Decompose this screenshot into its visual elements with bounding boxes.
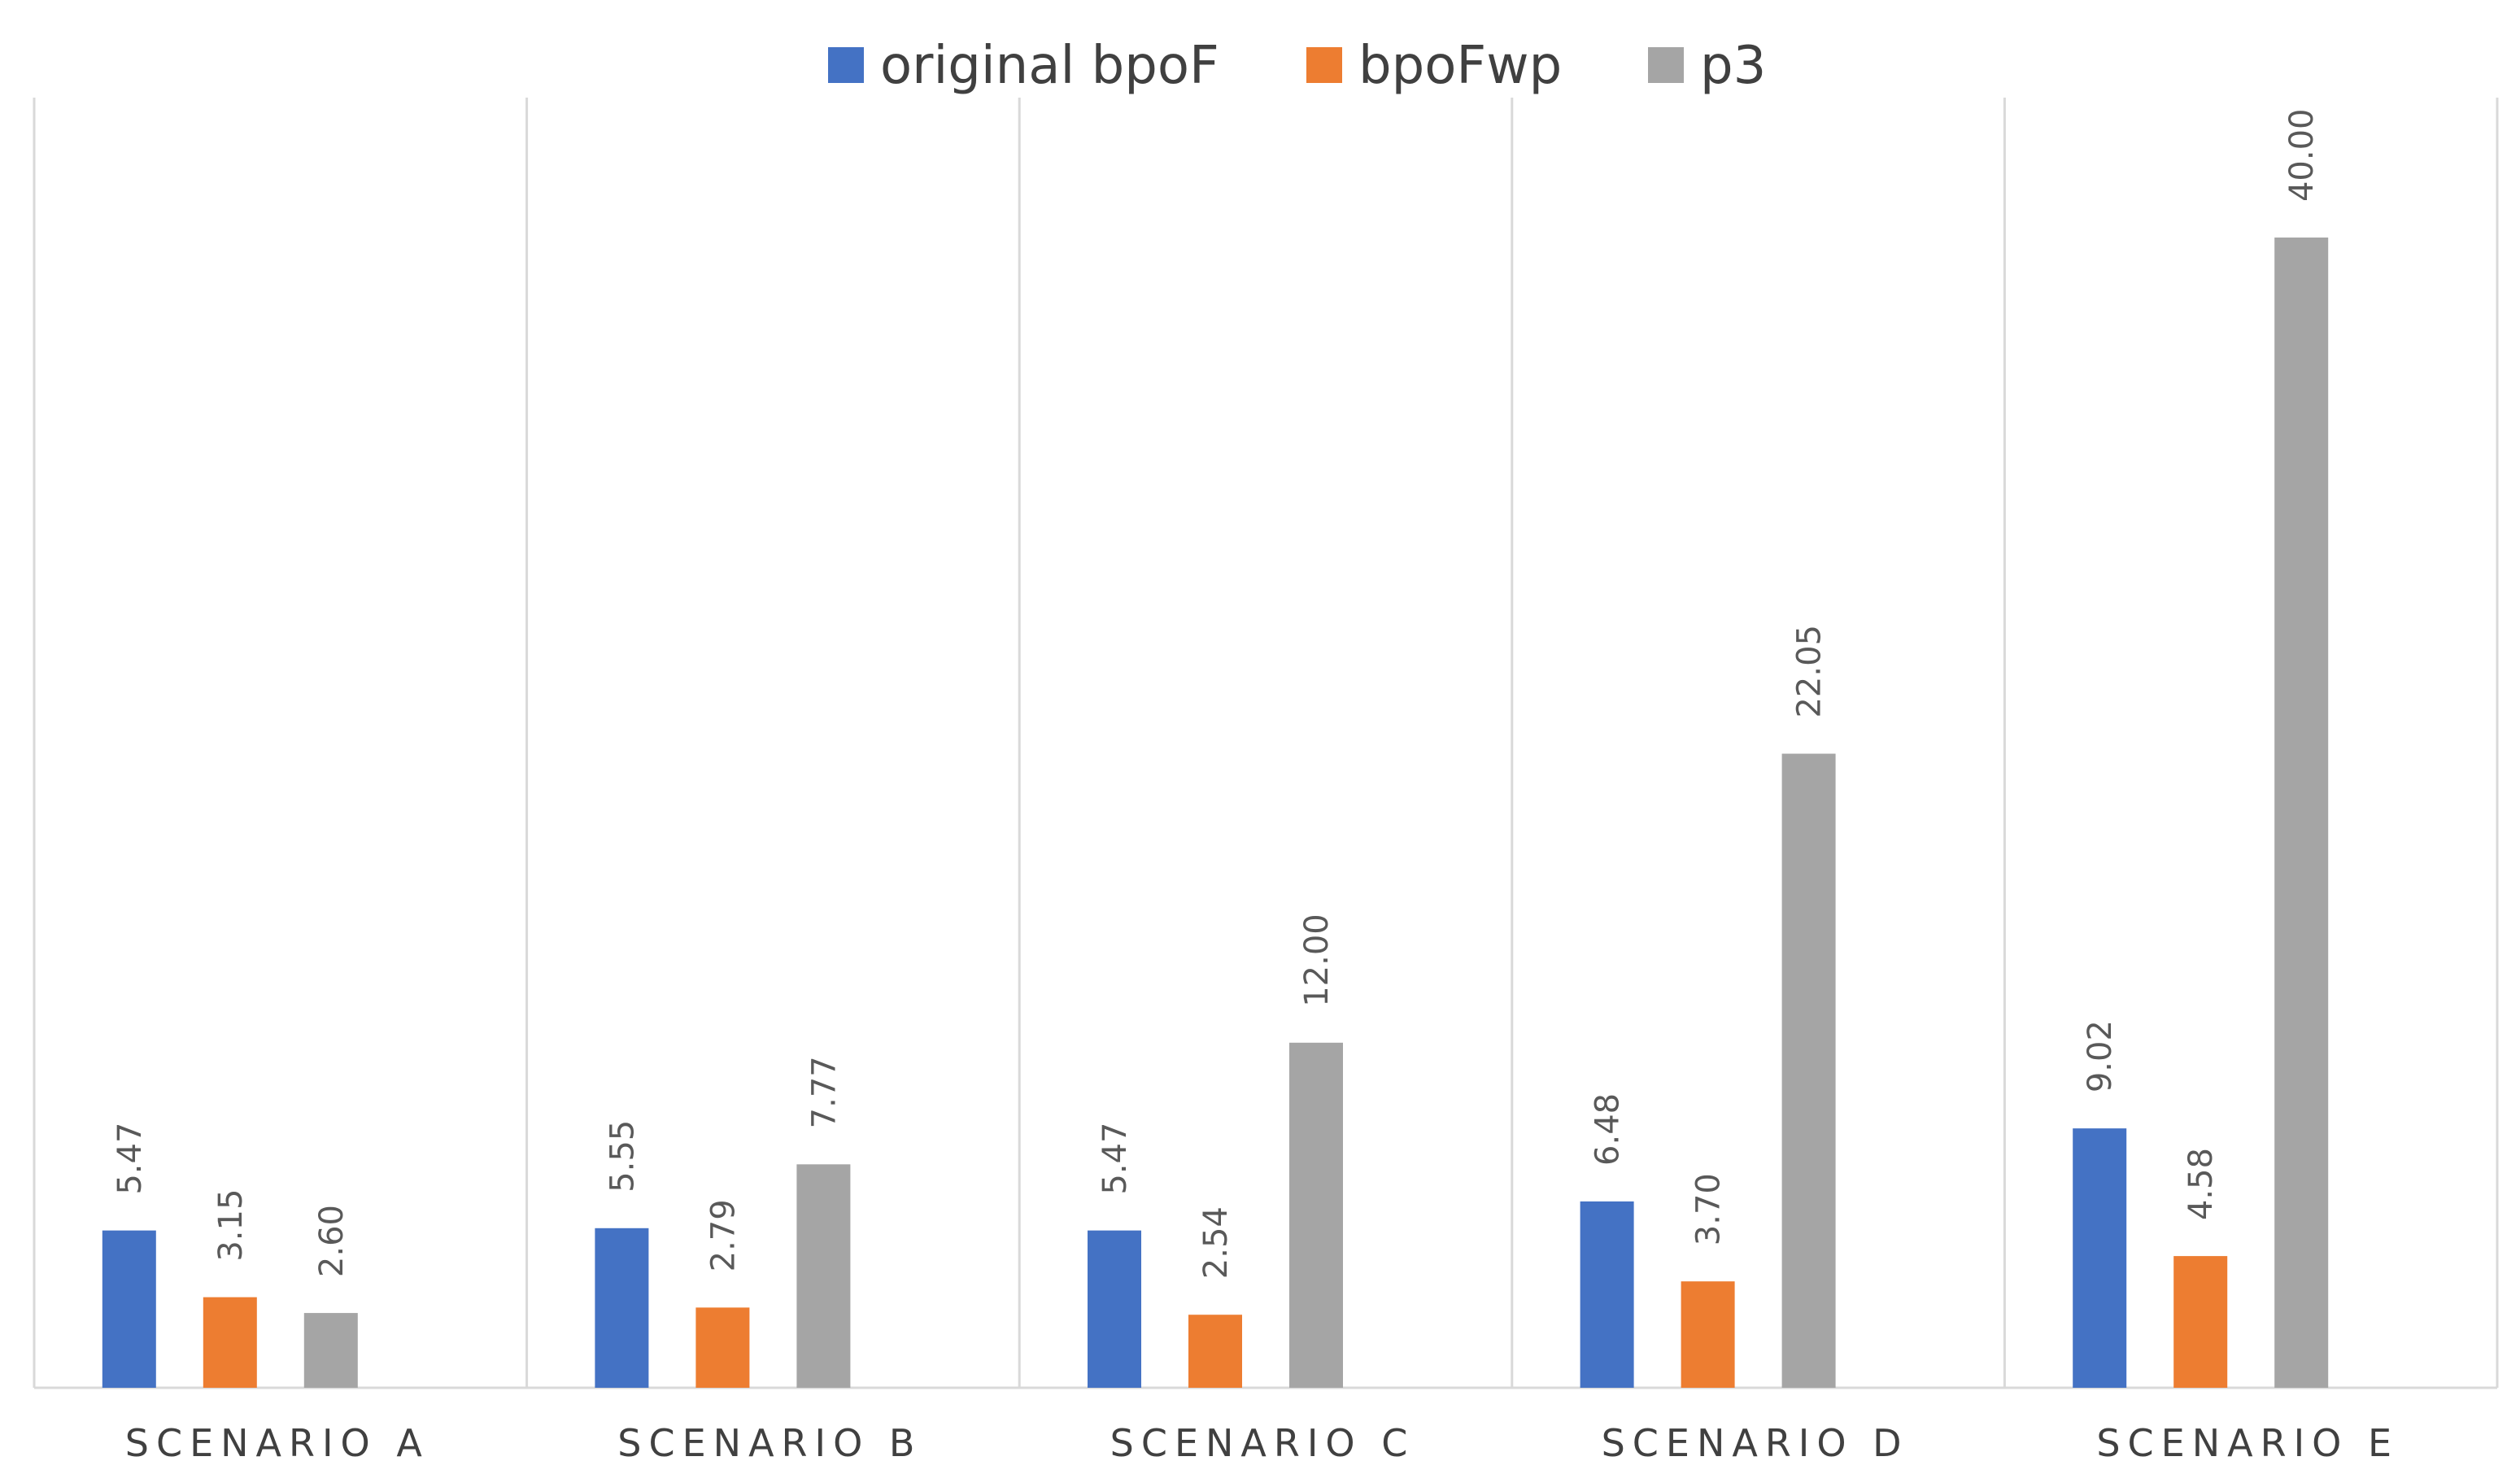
bar-original-bpof-5 bbox=[2073, 1128, 2127, 1388]
data-label: 12.00 bbox=[1298, 914, 1336, 1007]
data-label: 6.48 bbox=[1589, 1093, 1627, 1166]
category-labels-layer: SCENARIO A SCENARIO B SCENARIO C SCENARIO D… bbox=[125, 1421, 2399, 1465]
data-labels-layer: 5.47 3.15 2.60 5.55 2.79 7.77 5.47 2.54 12.00 6.4… bbox=[111, 108, 2321, 1279]
data-label: 40.00 bbox=[2283, 108, 2321, 202]
data-label: 22.05 bbox=[1791, 625, 1829, 718]
legend-label-1: original bpoF bbox=[880, 36, 1219, 96]
legend: original bpoF bpoFwp p3 bbox=[828, 36, 1766, 96]
data-label: 3.15 bbox=[212, 1189, 250, 1262]
data-label: 4.58 bbox=[2182, 1148, 2220, 1220]
bar-bpofwp-2 bbox=[695, 1307, 750, 1388]
data-label: 2.60 bbox=[313, 1205, 351, 1277]
data-label: 7.77 bbox=[805, 1056, 843, 1128]
bar-bpofwp-3 bbox=[1188, 1315, 1242, 1388]
data-label: 5.47 bbox=[1097, 1123, 1134, 1195]
legend-swatch-3 bbox=[1648, 47, 1684, 83]
category-label: SCENARIO E bbox=[2096, 1421, 2399, 1465]
data-label: 2.54 bbox=[1197, 1206, 1235, 1279]
data-label: 3.70 bbox=[1690, 1173, 1728, 1245]
bar-original-bpof-2 bbox=[595, 1228, 649, 1388]
bar-original-bpof-3 bbox=[1088, 1230, 1141, 1388]
category-label: SCENARIO B bbox=[617, 1421, 922, 1465]
bar-p3-1 bbox=[303, 1313, 358, 1388]
bar-bpofwp-1 bbox=[203, 1297, 257, 1388]
bar-p3-2 bbox=[796, 1164, 851, 1388]
bar-bpofwp-5 bbox=[2173, 1256, 2228, 1388]
legend-swatch-2 bbox=[1306, 47, 1342, 83]
legend-label-3: p3 bbox=[1700, 36, 1766, 96]
legend-swatch-1 bbox=[828, 47, 864, 83]
bar-p3-3 bbox=[1289, 1042, 1343, 1388]
data-label: 5.47 bbox=[111, 1123, 149, 1195]
data-label: 2.79 bbox=[704, 1199, 742, 1271]
bar-original-bpof-4 bbox=[1580, 1201, 1634, 1388]
category-label: SCENARIO C bbox=[1110, 1421, 1415, 1465]
category-label: SCENARIO A bbox=[125, 1421, 429, 1465]
bars-layer bbox=[102, 238, 2329, 1388]
bar-bpofwp-4 bbox=[1681, 1281, 1735, 1388]
bar-p3-5 bbox=[2274, 238, 2329, 1388]
legend-label-2: bpoFwp bbox=[1358, 36, 1562, 96]
data-label: 9.02 bbox=[2082, 1020, 2119, 1092]
grid-layer bbox=[33, 98, 2499, 1389]
bar-p3-4 bbox=[1781, 753, 1836, 1388]
bar-original-bpof-1 bbox=[102, 1230, 156, 1388]
category-label: SCENARIO D bbox=[1602, 1421, 1909, 1465]
data-label: 5.55 bbox=[604, 1120, 641, 1193]
